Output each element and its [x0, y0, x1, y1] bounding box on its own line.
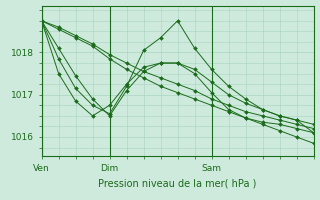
X-axis label: Pression niveau de la mer( hPa ): Pression niveau de la mer( hPa )	[99, 178, 257, 188]
